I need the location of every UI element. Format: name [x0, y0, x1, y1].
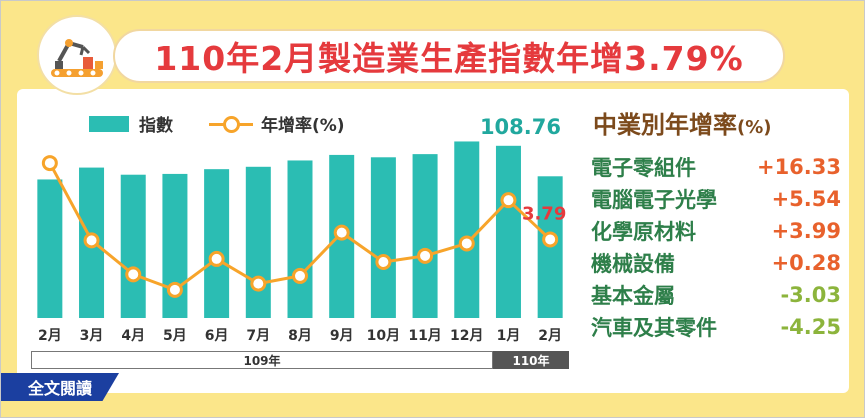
- industry-name: 機械設備: [591, 252, 675, 276]
- industry-growth-list: 電子零組件 +16.33 電腦電子光學 +5.54 化學原材料 +3.99 機械設備 +0.2…: [591, 151, 841, 343]
- year-label-109: 109年: [31, 351, 493, 369]
- bar-6: [287, 160, 313, 318]
- rate-point-4: [208, 250, 225, 267]
- x-tick-label-1: 3月: [80, 328, 104, 344]
- rate-point-8: [375, 254, 392, 270]
- legend-line-swatch: [209, 115, 253, 133]
- x-tick-label-2: 4月: [121, 328, 145, 344]
- x-tick-label-4: 6月: [205, 328, 229, 344]
- rate-point-12: [542, 231, 559, 248]
- industry-growth-value: +16.33: [756, 155, 841, 179]
- industry-growth-value: +3.99: [771, 219, 841, 243]
- industry-growth-value: +5.54: [771, 187, 841, 211]
- bar-11: [495, 145, 521, 318]
- industry-name: 化學原材料: [591, 220, 696, 244]
- bar-10: [454, 141, 480, 318]
- legend-bar-swatch: [89, 115, 129, 132]
- industry-growth-unit: (%): [737, 117, 772, 138]
- bar-0: [37, 179, 63, 318]
- bar-4: [204, 169, 230, 318]
- rate-point-11: [500, 192, 517, 209]
- x-tick-label-5: 7月: [246, 328, 270, 344]
- year-label-109-text: 109年: [243, 353, 281, 368]
- industry-row: 化學原材料 +3.99: [591, 215, 841, 247]
- x-tick-label-8: 10月: [367, 328, 400, 344]
- industry-growth-value: -4.25: [780, 315, 841, 339]
- title-box: 110年2月製造業生產指數年增3.79%: [113, 29, 785, 83]
- industry-name: 汽車及其零件: [591, 316, 717, 340]
- industry-name: 電子零組件: [591, 156, 696, 180]
- page-title: 110年2月製造業生產指數年增3.79%: [154, 39, 744, 78]
- industry-row: 汽車及其零件 -4.25: [591, 311, 841, 343]
- industry-growth-title: 中業別年增率(%): [593, 105, 772, 140]
- bar-8: [370, 157, 396, 318]
- legend-line-label: 年增率(%): [261, 116, 345, 136]
- x-tick-label-7: 9月: [330, 328, 354, 344]
- bar-5: [245, 166, 271, 318]
- legend-bar-label: 指數: [139, 116, 173, 136]
- industry-name: 基本金屬: [591, 284, 675, 308]
- rate-point-6: [292, 267, 308, 284]
- factory-robot-icon: [37, 15, 117, 95]
- rate-point-7: [333, 224, 350, 241]
- x-tick-label-6: 8月: [288, 328, 312, 344]
- x-tick-label-10: 12月: [450, 328, 483, 344]
- industry-row: 基本金屬 -3.03: [591, 279, 841, 311]
- full-text-button[interactable]: 全文閱讀: [1, 373, 119, 401]
- rate-point-9: [417, 247, 434, 264]
- rate-point-5: [250, 275, 267, 292]
- rate-point-3: [166, 281, 183, 298]
- x-tick-label-3: 5月: [163, 328, 187, 344]
- bar-2: [120, 174, 146, 318]
- rate-point-1: [83, 232, 100, 249]
- rate-data-label: 3.79: [522, 203, 566, 224]
- industry-row: 電腦電子光學 +5.54: [591, 183, 841, 215]
- chart: 2月 3月 4月 5月 6月 7月 8月 9月 10月 11月 12月 1月 2月 108.76 3.79: [37, 115, 566, 344]
- industry-growth-value: +0.28: [771, 251, 841, 275]
- bar-9: [412, 154, 438, 318]
- chart-legend: 指數 年增率(%): [89, 111, 345, 136]
- rate-point-2: [125, 266, 142, 283]
- x-tick-label-12: 2月: [538, 328, 562, 344]
- industry-row: 機械設備 +0.28: [591, 247, 841, 279]
- rate-point-10: [458, 235, 475, 252]
- x-tick-label-9: 11月: [408, 328, 441, 344]
- industry-name: 電腦電子光學: [591, 188, 717, 212]
- year-label-110-text: 110年: [512, 353, 550, 368]
- x-tick-label-0: 2月: [38, 328, 62, 344]
- bar-data-label: 108.76: [480, 115, 561, 139]
- x-tick-label-11: 1月: [497, 328, 521, 344]
- rate-point-0: [41, 155, 58, 172]
- year-label-110: 110年: [493, 351, 569, 369]
- industry-growth-value: -3.03: [780, 283, 841, 307]
- industry-row: 電子零組件 +16.33: [591, 151, 841, 183]
- industry-growth-title-text: 中業別年增率: [593, 111, 737, 139]
